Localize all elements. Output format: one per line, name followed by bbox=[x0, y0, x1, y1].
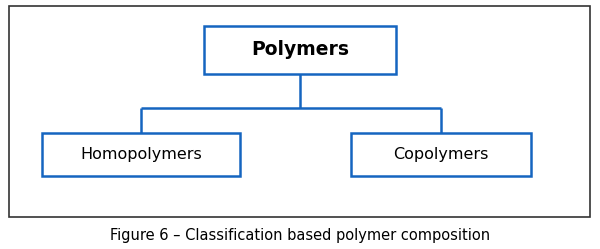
Text: Homopolymers: Homopolymers bbox=[80, 147, 202, 162]
FancyBboxPatch shape bbox=[42, 132, 240, 176]
Text: Figure 6 – Classification based polymer composition: Figure 6 – Classification based polymer … bbox=[110, 228, 490, 243]
Text: Polymers: Polymers bbox=[251, 40, 349, 59]
FancyBboxPatch shape bbox=[351, 132, 531, 176]
Text: Copolymers: Copolymers bbox=[394, 147, 488, 162]
FancyBboxPatch shape bbox=[204, 26, 396, 74]
